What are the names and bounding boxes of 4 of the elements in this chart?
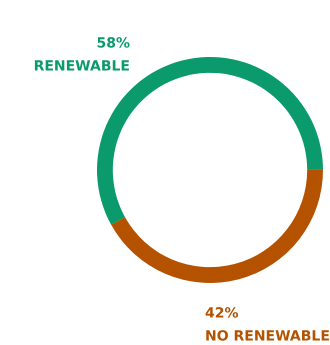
slice-label: NO RENEWABLE [205, 328, 330, 345]
slice-label: RENEWABLE [34, 58, 130, 75]
data-label: 58% [96, 36, 130, 52]
data-label: 42% [205, 306, 239, 322]
